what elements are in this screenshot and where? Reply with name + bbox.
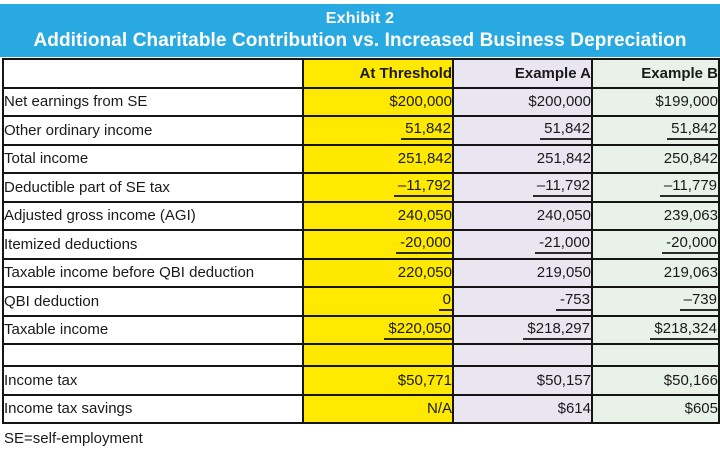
- exhibit-number: Exhibit 2: [325, 10, 395, 27]
- value-cell-at_threshold: $200,000: [302, 86, 454, 117]
- value-cell-at_threshold: 0: [302, 286, 454, 317]
- value-cell-example_b: 239,063: [591, 200, 720, 231]
- underlined-value: –11,792: [532, 177, 590, 198]
- header-row: At Threshold Example A Example B: [2, 58, 720, 89]
- value-cell-at_threshold: 240,050: [302, 200, 454, 231]
- row-label: Income tax savings: [2, 393, 304, 424]
- spacer-row: [2, 343, 720, 367]
- underlined-value: -20,000: [396, 234, 451, 255]
- value-cell-example_b: –11,779: [591, 172, 720, 203]
- value-cell-example_a: $218,297: [452, 314, 593, 345]
- underlined-value: $218,324: [650, 320, 717, 340]
- table-row: QBI deduction 0 -753 –739: [2, 286, 720, 317]
- value-cell-example_b: $218,324: [591, 314, 720, 345]
- column-header-at-threshold: At Threshold: [302, 58, 454, 89]
- exhibit-banner: Exhibit 2 Additional Charitable Contribu…: [0, 4, 720, 57]
- value-cell-at_threshold: 51,842: [302, 115, 454, 146]
- row-label: Taxable income: [2, 314, 304, 345]
- header-empty-cell: [2, 58, 304, 89]
- value-cell-example_a: [452, 343, 593, 367]
- underlined-value: -20,000: [662, 234, 717, 255]
- table-row: Other ordinary income 51,842 51,842 51,842: [2, 115, 720, 146]
- value-cell-example_a: $50,157: [452, 365, 593, 396]
- table-row: Income tax savings N/A $614 $605: [2, 393, 720, 424]
- row-label: Total income: [2, 143, 304, 174]
- row-label: Net earnings from SE: [2, 86, 304, 117]
- value-cell-example_a: -21,000: [452, 229, 593, 260]
- value-cell-example_a: 251,842: [452, 143, 593, 174]
- table-row: Income tax $50,771 $50,157 $50,166: [2, 365, 720, 396]
- value-cell-example_b: $605: [591, 393, 720, 424]
- exhibit-table: At Threshold Example A Example B Net ear…: [2, 58, 720, 424]
- table-row: Net earnings from SE $200,000 $200,000 $199…: [2, 86, 720, 117]
- underlined-value: -21,000: [535, 234, 590, 255]
- underlined-value: –11,792: [393, 177, 451, 198]
- row-label: Deductible part of SE tax: [2, 172, 304, 203]
- column-header-example-a: Example A: [452, 58, 593, 89]
- underlined-value: 51,842: [667, 120, 717, 141]
- underlined-value: $218,297: [523, 320, 590, 340]
- value-cell-example_b: $50,166: [591, 365, 720, 396]
- value-cell-example_a: -753: [452, 286, 593, 317]
- value-cell-at_threshold: 251,842: [302, 143, 454, 174]
- value-cell-example_a: 240,050: [452, 200, 593, 231]
- value-cell-example_a: 51,842: [452, 115, 593, 146]
- value-cell-example_b: –739: [591, 286, 720, 317]
- row-label: QBI deduction: [2, 286, 304, 317]
- exhibit-title: Additional Charitable Contribution vs. I…: [33, 30, 687, 51]
- value-cell-at_threshold: 220,050: [302, 257, 454, 288]
- underlined-value: $220,050: [384, 320, 451, 340]
- value-cell-example_b: 51,842: [591, 115, 720, 146]
- footnote: SE=self-employment: [4, 430, 143, 447]
- value-cell-at_threshold: [302, 343, 454, 367]
- value-cell-example_b: [591, 343, 720, 367]
- row-label: [2, 343, 304, 367]
- row-label: Income tax: [2, 365, 304, 396]
- underlined-value: 51,842: [401, 120, 451, 141]
- value-cell-at_threshold: -20,000: [302, 229, 454, 260]
- table-row: Deductible part of SE tax –11,792 –11,792 –…: [2, 172, 720, 203]
- value-cell-example_a: $200,000: [452, 86, 593, 117]
- table-body: Net earnings from SE $200,000 $200,000 $199…: [2, 86, 720, 424]
- underlined-value: 0: [438, 291, 451, 312]
- value-cell-at_threshold: $220,050: [302, 314, 454, 345]
- row-label: Adjusted gross income (AGI): [2, 200, 304, 231]
- value-cell-example_b: 219,063: [591, 257, 720, 288]
- row-label: Taxable income before QBI deduction: [2, 257, 304, 288]
- table-row: Total income 251,842 251,842 250,842: [2, 143, 720, 174]
- row-label: Itemized deductions: [2, 229, 304, 260]
- underlined-value: –739: [679, 291, 717, 312]
- row-label: Other ordinary income: [2, 115, 304, 146]
- value-cell-example_b: -20,000: [591, 229, 720, 260]
- underlined-value: -753: [555, 291, 590, 312]
- value-cell-at_threshold: $50,771: [302, 365, 454, 396]
- table-row: Taxable income before QBI deduction 220,0…: [2, 257, 720, 288]
- table-row: Itemized deductions -20,000 -21,000 -20,000: [2, 229, 720, 260]
- table-row: Taxable income $220,050 $218,297 $218,324: [2, 314, 720, 345]
- table-row: Adjusted gross income (AGI) 240,050 240,05…: [2, 200, 720, 231]
- value-cell-at_threshold: N/A: [302, 393, 454, 424]
- column-header-example-b: Example B: [591, 58, 720, 89]
- value-cell-example_a: –11,792: [452, 172, 593, 203]
- underlined-value: 51,842: [540, 120, 590, 141]
- value-cell-example_b: 250,842: [591, 143, 720, 174]
- value-cell-example_a: $614: [452, 393, 593, 424]
- value-cell-at_threshold: –11,792: [302, 172, 454, 203]
- underlined-value: –11,779: [659, 177, 717, 198]
- value-cell-example_b: $199,000: [591, 86, 720, 117]
- value-cell-example_a: 219,050: [452, 257, 593, 288]
